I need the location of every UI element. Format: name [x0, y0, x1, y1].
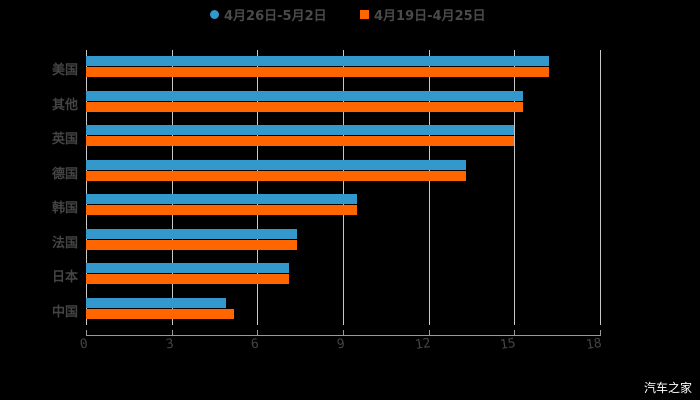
bar-series1[interactable] [86, 263, 289, 273]
x-tick-label: 12 [413, 335, 432, 354]
bar-series2[interactable] [86, 67, 549, 77]
x-tick-label: 0 [78, 336, 89, 353]
bar-series1[interactable] [86, 125, 515, 135]
x-tick [428, 330, 430, 336]
legend-label: 4月19日-4月25日 [374, 9, 486, 24]
x-tick [257, 330, 259, 336]
x-tick [343, 330, 344, 336]
bar-series2[interactable] [86, 205, 358, 215]
y-axis [86, 50, 87, 325]
circle-marker-icon [210, 10, 219, 19]
gridline [600, 50, 601, 325]
category-label: 英国 [51, 132, 78, 147]
x-tick [86, 330, 87, 336]
x-tick-label: 9 [335, 336, 346, 353]
bar-series1[interactable] [86, 159, 466, 170]
bar-series1[interactable] [86, 90, 523, 101]
bar-series2[interactable] [86, 170, 466, 181]
bar-series1[interactable] [86, 56, 549, 66]
watermark: 汽车之家 [643, 381, 692, 395]
bar-series1[interactable] [86, 194, 358, 204]
x-tick-label: 3 [164, 336, 175, 353]
x-tick [171, 330, 173, 336]
x-tick [514, 330, 516, 336]
bar-series1[interactable] [86, 228, 298, 239]
legend: 4月26日-5月2日 4月19日-4月25日 [0, 5, 700, 24]
category-label: 韩国 [51, 201, 78, 216]
category-label: 美国 [51, 63, 78, 78]
bar-series2[interactable] [86, 101, 523, 112]
gridline [257, 50, 259, 325]
category-label: 德国 [51, 166, 78, 182]
x-tick-label: 18 [585, 335, 603, 354]
gridline [171, 50, 173, 325]
category-label: 中国 [51, 304, 78, 320]
x-tick-label: 15 [499, 335, 517, 354]
category-label: 法国 [51, 235, 78, 251]
gridline [514, 50, 516, 325]
gridline [343, 50, 344, 325]
x-tick-label: 6 [250, 336, 261, 353]
gridline [428, 50, 430, 325]
square-marker-icon [360, 10, 369, 19]
legend-item-series2[interactable]: 4月19日-4月25日 [360, 5, 486, 24]
bar-series1[interactable] [86, 297, 226, 308]
category-label: 日本 [51, 270, 78, 285]
legend-label: 4月26日-5月2日 [224, 9, 327, 24]
legend-item-series1[interactable]: 4月26日-5月2日 [210, 5, 327, 24]
bar-series2[interactable] [86, 308, 235, 319]
category-label: 其他 [51, 97, 78, 113]
bar-series2[interactable] [86, 274, 289, 284]
bar-series2[interactable] [86, 136, 515, 146]
bar-series2[interactable] [86, 239, 298, 250]
x-tick [600, 330, 601, 336]
